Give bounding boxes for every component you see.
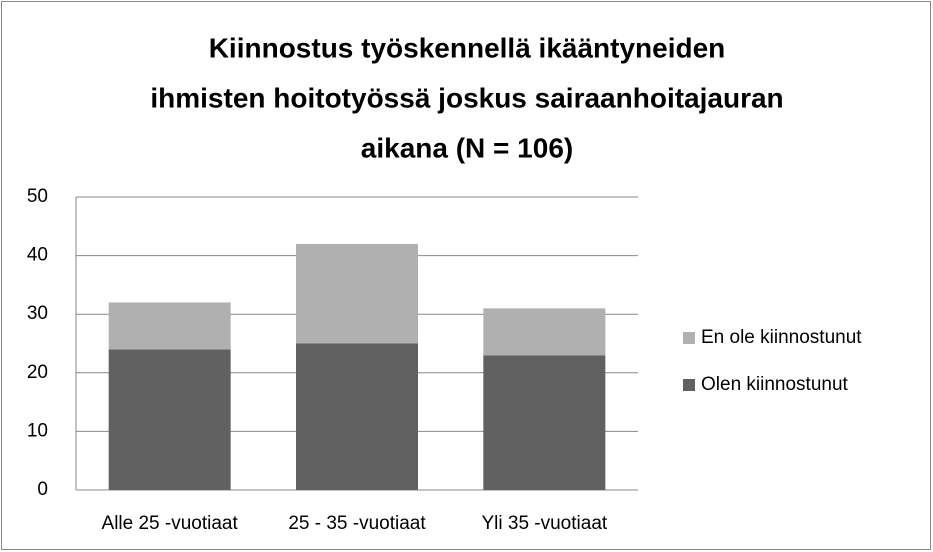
y-tick-label: 10 bbox=[27, 420, 48, 441]
y-tick-label: 20 bbox=[27, 362, 48, 383]
legend-label: En ole kiinnostunut bbox=[701, 327, 862, 348]
bar-segment bbox=[483, 355, 606, 490]
bar-segment bbox=[483, 308, 606, 356]
legend-swatch bbox=[683, 379, 695, 391]
bar-segment bbox=[296, 243, 418, 344]
chart-title: ihmisten hoitotyössä joskus sairaanhoita… bbox=[150, 82, 783, 113]
legend-label: Olen kiinnostunut bbox=[701, 374, 849, 395]
y-tick-label: 50 bbox=[27, 186, 48, 207]
chart-title: Kiinnostus työskennellä ikääntyneiden bbox=[209, 32, 726, 63]
x-tick-label: Yli 35 -vuotiaat bbox=[481, 513, 607, 534]
bar-segment bbox=[296, 343, 418, 490]
bar-segment bbox=[108, 349, 231, 490]
chart-title: aikana (N = 106) bbox=[361, 132, 573, 163]
y-tick-label: 30 bbox=[27, 303, 48, 324]
x-tick-label: Alle 25 -vuotiaat bbox=[102, 513, 239, 534]
x-tick-label: 25 - 35 -vuotiaat bbox=[288, 513, 426, 534]
y-tick-label: 0 bbox=[37, 479, 48, 500]
legend-swatch bbox=[683, 332, 695, 344]
bar-segment bbox=[108, 302, 231, 350]
y-tick-label: 40 bbox=[27, 245, 48, 266]
